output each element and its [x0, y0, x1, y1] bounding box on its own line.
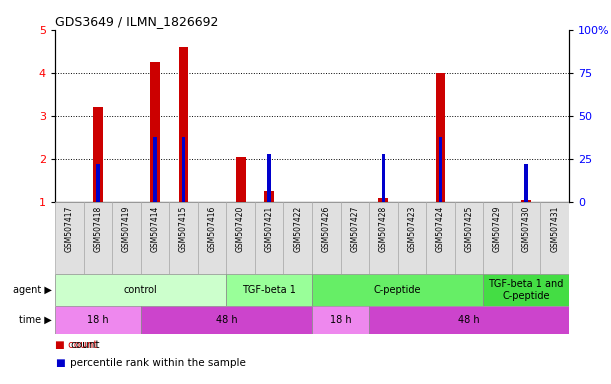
Bar	[312, 306, 369, 334]
Bar	[236, 157, 246, 202]
Bar	[96, 164, 100, 202]
Text: GSM507427: GSM507427	[350, 205, 359, 252]
Bar	[541, 202, 569, 274]
Bar	[178, 47, 189, 202]
Bar	[483, 274, 569, 306]
Bar	[182, 137, 185, 202]
Bar	[369, 306, 569, 334]
Bar	[93, 108, 103, 202]
Bar	[524, 164, 528, 202]
Bar	[55, 306, 141, 334]
Text: GSM507429: GSM507429	[493, 205, 502, 252]
Text: time ▶: time ▶	[20, 315, 52, 325]
Bar	[198, 202, 226, 274]
Text: GSM507415: GSM507415	[179, 205, 188, 252]
Text: GSM507421: GSM507421	[265, 205, 274, 252]
Text: ■ count: ■ count	[55, 340, 98, 350]
Bar	[141, 202, 169, 274]
Text: GSM507417: GSM507417	[65, 205, 74, 252]
Bar	[226, 274, 312, 306]
Text: GSM507430: GSM507430	[522, 205, 531, 252]
Bar	[284, 202, 312, 274]
Bar	[255, 202, 284, 274]
Text: ■: ■	[55, 358, 65, 368]
Bar	[378, 198, 389, 202]
Text: 18 h: 18 h	[87, 315, 109, 325]
Text: GSM507416: GSM507416	[208, 205, 216, 252]
Bar	[439, 137, 442, 202]
Bar	[112, 202, 141, 274]
Text: 48 h: 48 h	[216, 315, 237, 325]
Text: GSM507428: GSM507428	[379, 205, 388, 252]
Bar	[55, 274, 226, 306]
Text: GSM507414: GSM507414	[150, 205, 159, 252]
Text: GSM507425: GSM507425	[464, 205, 474, 252]
Text: TGF-beta 1: TGF-beta 1	[242, 285, 296, 295]
Bar	[150, 62, 160, 202]
Text: GSM507426: GSM507426	[322, 205, 331, 252]
Bar	[169, 202, 198, 274]
Bar	[264, 191, 274, 202]
Text: GSM507424: GSM507424	[436, 205, 445, 252]
Bar	[369, 202, 398, 274]
Bar	[455, 202, 483, 274]
Bar	[512, 202, 541, 274]
Bar	[382, 154, 385, 202]
Bar	[340, 202, 369, 274]
Bar	[84, 202, 112, 274]
Bar	[521, 200, 531, 202]
Text: percentile rank within the sample: percentile rank within the sample	[70, 358, 246, 368]
Bar	[312, 202, 340, 274]
Text: 48 h: 48 h	[458, 315, 480, 325]
Text: agent ▶: agent ▶	[13, 285, 52, 295]
Bar	[141, 306, 312, 334]
Bar	[483, 202, 512, 274]
Text: 18 h: 18 h	[330, 315, 351, 325]
Bar	[268, 154, 271, 202]
Bar	[398, 202, 426, 274]
Bar	[153, 137, 156, 202]
Text: TGF-beta 1 and
C-peptide: TGF-beta 1 and C-peptide	[488, 279, 564, 301]
Text: control: control	[124, 285, 158, 295]
Text: GSM507418: GSM507418	[93, 205, 102, 252]
Bar	[436, 73, 445, 202]
Bar	[312, 274, 483, 306]
Text: C-peptide: C-peptide	[374, 285, 422, 295]
Bar	[55, 202, 84, 274]
Text: GSM507420: GSM507420	[236, 205, 245, 252]
Text: GSM507419: GSM507419	[122, 205, 131, 252]
Bar	[226, 202, 255, 274]
Text: GSM507422: GSM507422	[293, 205, 302, 252]
Text: GDS3649 / ILMN_1826692: GDS3649 / ILMN_1826692	[55, 15, 218, 28]
Text: GSM507423: GSM507423	[408, 205, 417, 252]
Text: count: count	[70, 340, 100, 350]
Bar	[426, 202, 455, 274]
Text: GSM507431: GSM507431	[551, 205, 559, 252]
